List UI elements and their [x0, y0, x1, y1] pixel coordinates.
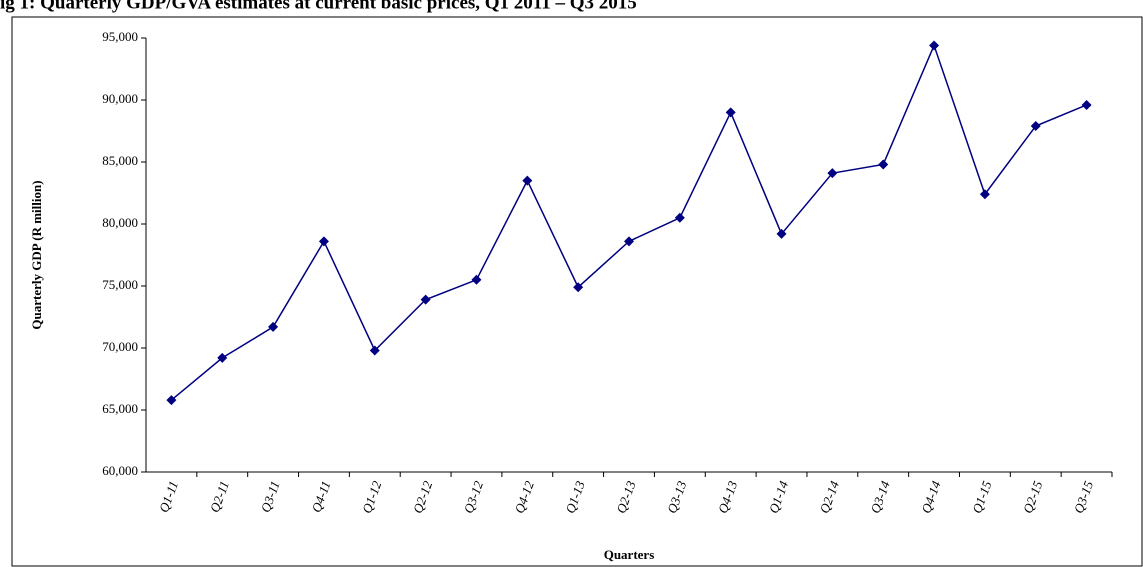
- data-point: [369, 345, 380, 356]
- chart-title: ig 1: Quarterly GDP/GVA estimates at cur…: [0, 0, 637, 13]
- data-point: [471, 274, 482, 285]
- y-tick-label: 95,000: [102, 29, 138, 44]
- data-point: [878, 159, 889, 170]
- y-tick-label: 70,000: [102, 339, 138, 354]
- data-point: [1081, 99, 1092, 110]
- data-point: [674, 212, 685, 223]
- data-point: [573, 282, 584, 293]
- y-tick-label: 90,000: [102, 91, 138, 106]
- data-point: [217, 352, 228, 363]
- data-point: [318, 236, 329, 247]
- data-point: [929, 40, 940, 51]
- data-point: [420, 294, 431, 305]
- y-tick-label: 75,000: [102, 277, 138, 292]
- data-point: [827, 168, 838, 179]
- y-tick-label: 65,000: [102, 401, 138, 416]
- data-point: [776, 228, 787, 239]
- data-point: [166, 395, 177, 406]
- data-point: [268, 321, 279, 332]
- data-point: [979, 189, 990, 200]
- x-axis-label: Quarters: [604, 547, 655, 562]
- y-tick-label: 85,000: [102, 153, 138, 168]
- data-point: [624, 236, 634, 247]
- data-point: [725, 107, 736, 118]
- data-point: [522, 175, 533, 186]
- data-point: [1030, 121, 1041, 132]
- y-tick-label: 60,000: [102, 463, 138, 478]
- y-axis-label: Quarterly GDP (R million): [29, 180, 44, 329]
- chart-frame: [11, 16, 1143, 567]
- y-tick-label: 80,000: [102, 215, 138, 230]
